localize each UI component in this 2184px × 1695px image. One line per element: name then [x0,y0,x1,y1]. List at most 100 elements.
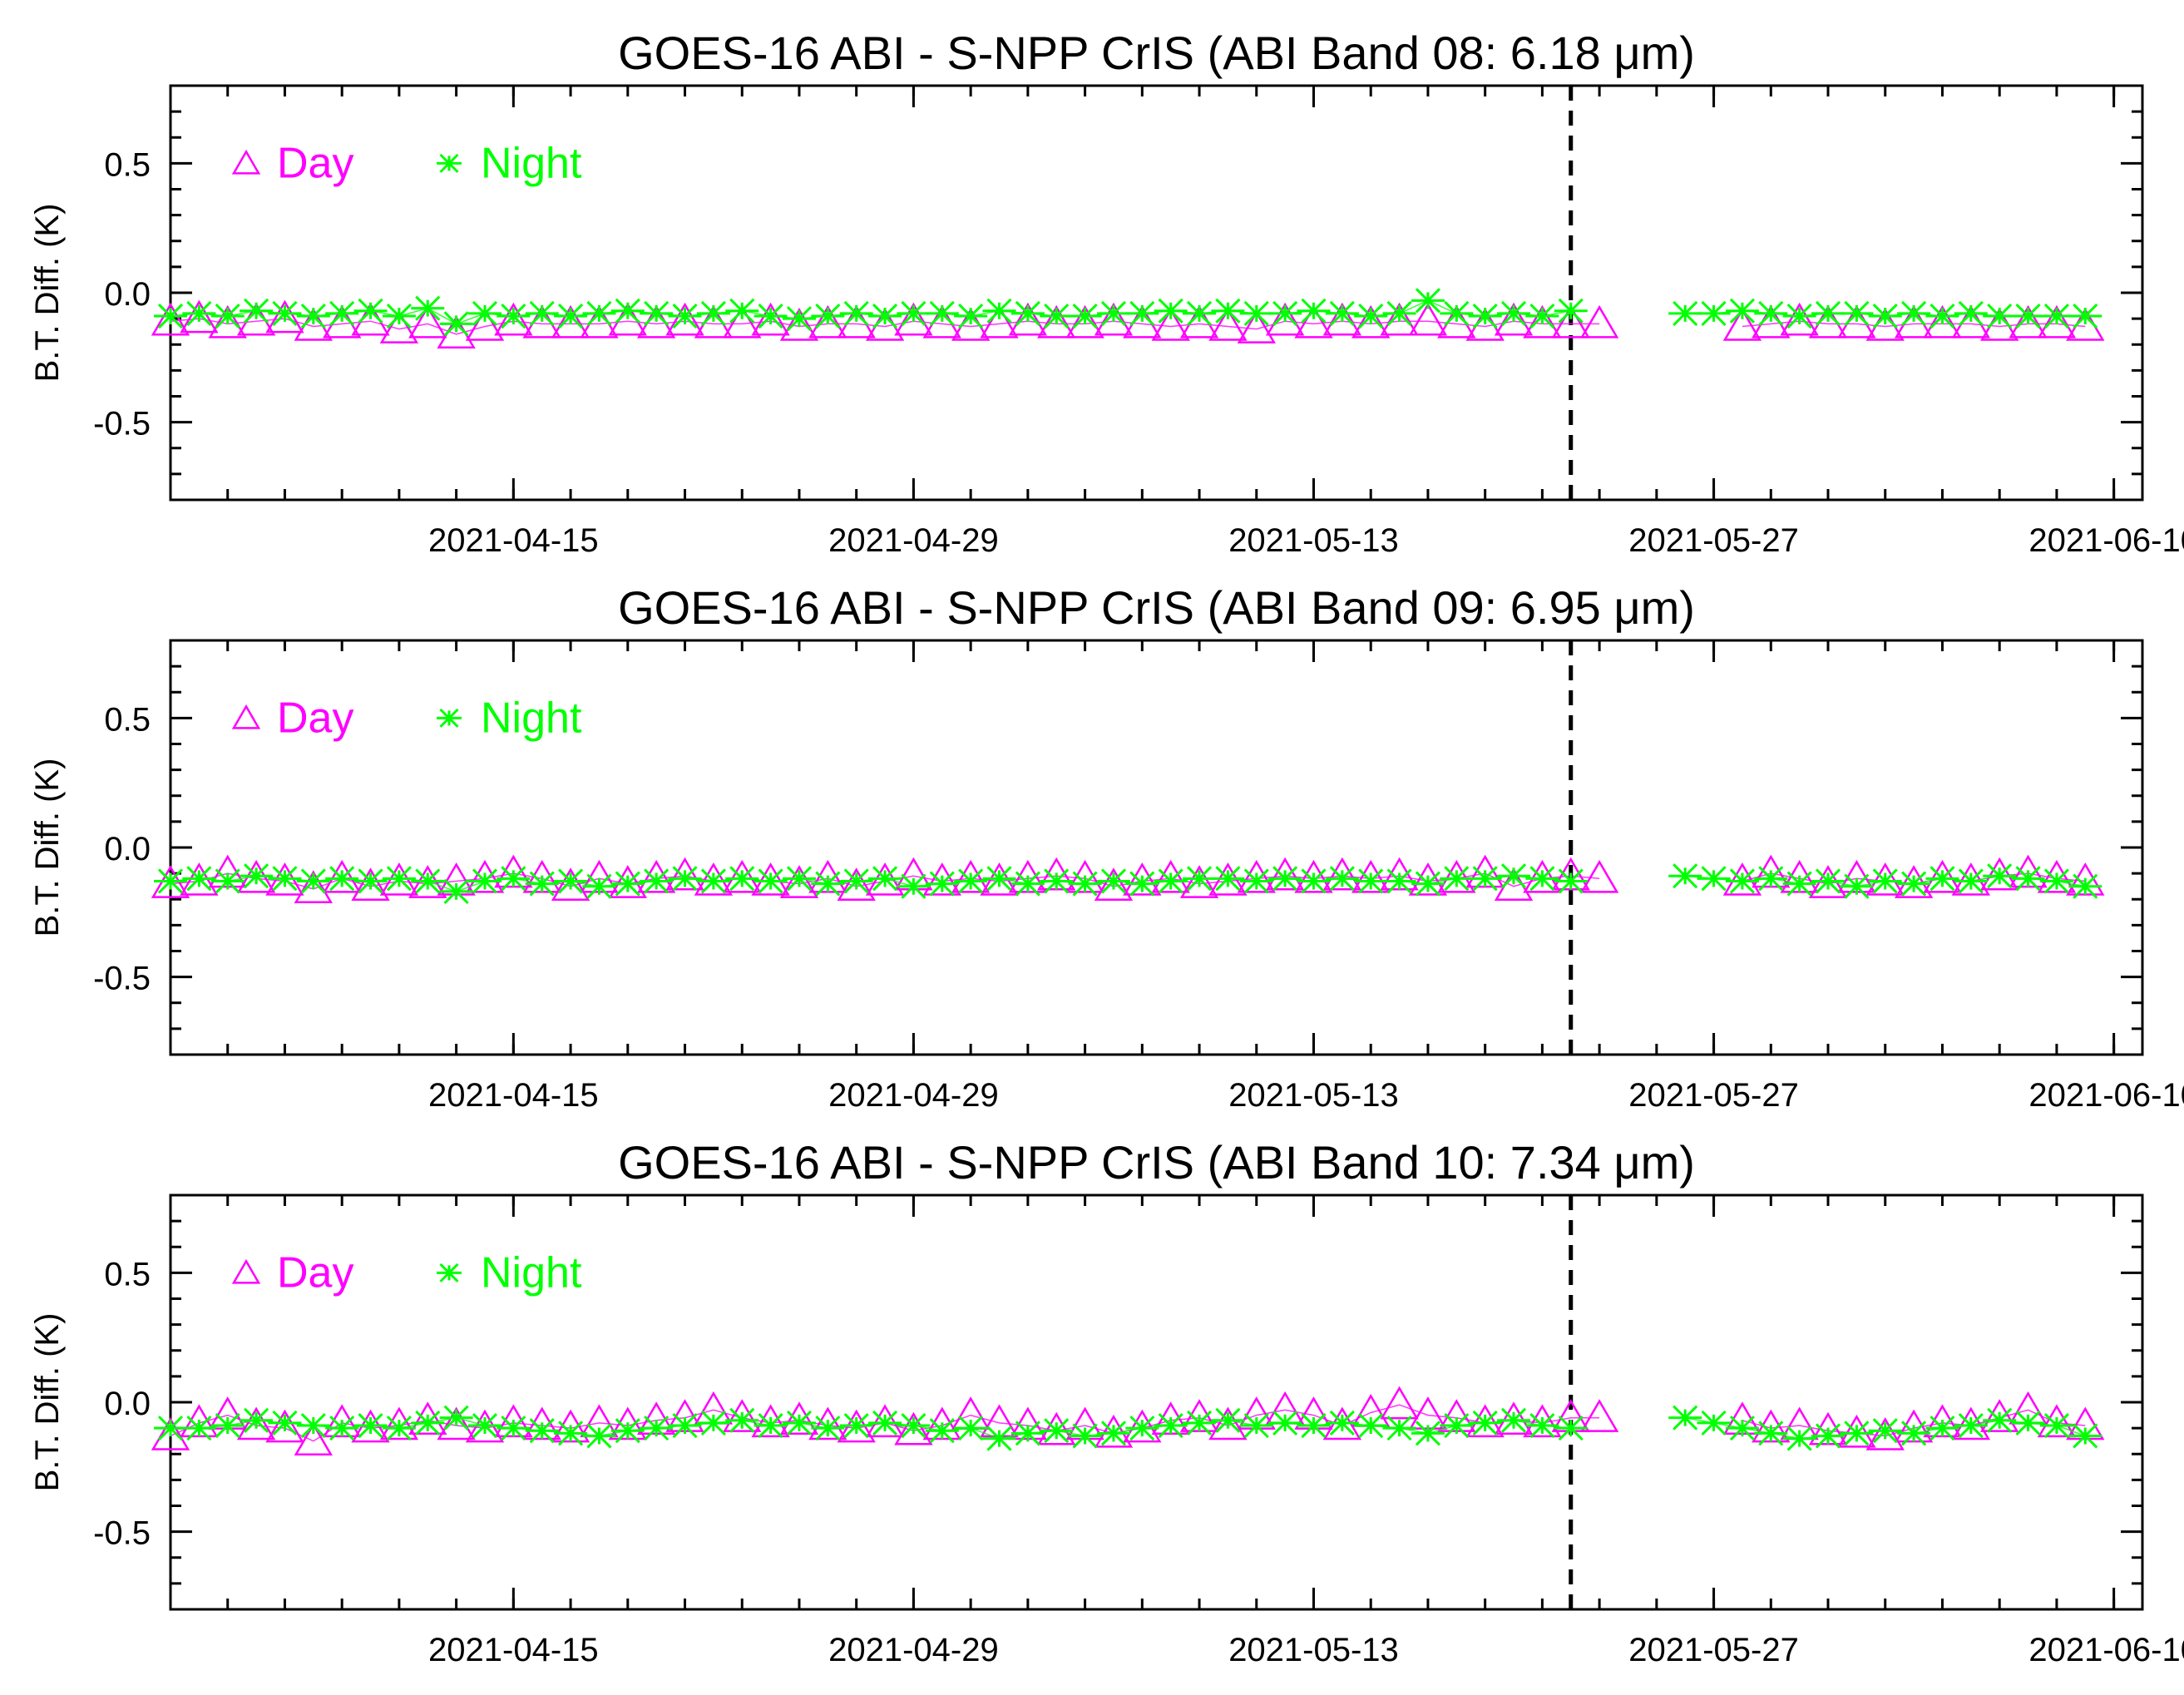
day-point [1151,307,1190,341]
day-point [694,862,734,896]
day-point [1523,304,1562,339]
day-point [636,859,676,893]
night-point [554,1421,588,1446]
chart-panel-2: GOES-16 ABI - S-NPP CrIS (ABI Band 09: 6… [29,581,2184,1114]
night-point [696,300,730,326]
night-point [1782,1426,1816,1451]
night-point [1354,868,1388,894]
day-point [551,867,590,901]
night-point [1983,303,2017,329]
day-point [951,859,991,893]
night-point [839,1412,873,1439]
night-point [1811,1423,1846,1449]
night-point [1183,300,1217,326]
night-point [1354,1412,1388,1439]
night-point [1754,1421,1788,1446]
day-point [379,310,419,343]
day-point [1237,310,1276,343]
night-point [1897,1421,1931,1446]
night-point [925,300,959,326]
day-point [351,867,390,901]
day-point [408,304,447,339]
night-point [2011,866,2045,892]
night-point [954,303,988,329]
night-point [2068,1423,2102,1449]
night-point [268,300,302,326]
night-point [2068,873,2102,899]
night-point [897,873,931,899]
night-point [1868,1418,1902,1444]
legend-night-label: Night [481,1248,582,1297]
night-point [839,868,873,894]
day-point [1408,862,1448,896]
night-point [497,866,531,892]
day-point [1408,1396,1448,1430]
night-point [640,868,674,894]
night-point [868,303,902,329]
night-point [439,878,473,904]
night-point [325,300,359,326]
day-point [779,1401,819,1436]
day-point [2037,304,2077,339]
night-point [296,303,330,329]
night-point [382,866,416,892]
night-point [1697,1410,1731,1436]
day-point [1380,302,1419,336]
y-tick-label: -0.5 [93,961,151,997]
day-point [1579,304,1619,339]
night-point [467,1412,502,1439]
legend-night-label: Night [481,139,582,187]
night-point [1183,866,1217,892]
night-point [1268,1410,1302,1436]
night-point [582,300,616,326]
night-point [325,866,359,892]
day-point [894,1411,933,1445]
day-point [322,859,362,893]
night-point [182,1416,216,1441]
night-point [1125,300,1159,326]
night-point [411,1410,445,1436]
night-point [1239,1412,1273,1439]
x-tick-label: 2021-04-15 [428,1077,599,1114]
day-point [1237,859,1276,893]
day-point [1065,304,1104,339]
night-point [610,871,645,897]
night-point [2039,1412,2073,1439]
night-point [1954,868,1988,894]
day-point [808,1406,847,1441]
legend-day-triangle-icon [231,1258,261,1284]
night-point [925,1418,959,1444]
legend-night-asterisk-icon [437,708,462,728]
day-point [465,307,505,341]
night-point [2039,303,2073,329]
day-point [1980,1399,2019,1432]
night-point [525,871,559,897]
night-point [1211,298,1245,324]
day-point [1494,1401,1534,1436]
night-point [1211,866,1245,892]
night-point [725,866,759,892]
night-point [467,868,502,894]
day-point [1037,304,1076,339]
day-point [808,304,847,339]
x-tick-label: 2021-05-27 [1628,1077,1799,1114]
night-point [1925,866,1959,892]
day-point [236,1406,276,1441]
night-point [497,1416,531,1441]
day-point [1437,859,1476,893]
chart-panel-3: GOES-16 ABI - S-NPP CrIS (ABI Band 10: 7… [29,1136,2184,1668]
day-point [551,304,590,339]
day-point [1208,307,1248,341]
night-point [1239,868,1273,894]
night-point [1125,1416,1159,1441]
chart-title: GOES-16 ABI - S-NPP CrIS (ABI Band 08: 6… [618,27,1695,79]
day-point [1008,302,1048,336]
night-point [1154,298,1188,324]
night-point [582,1423,616,1449]
night-point [182,300,216,326]
night-point [1897,871,1931,897]
night-point [696,1410,730,1436]
night-point [811,871,845,897]
y-tick-label: 0.5 [104,146,151,183]
